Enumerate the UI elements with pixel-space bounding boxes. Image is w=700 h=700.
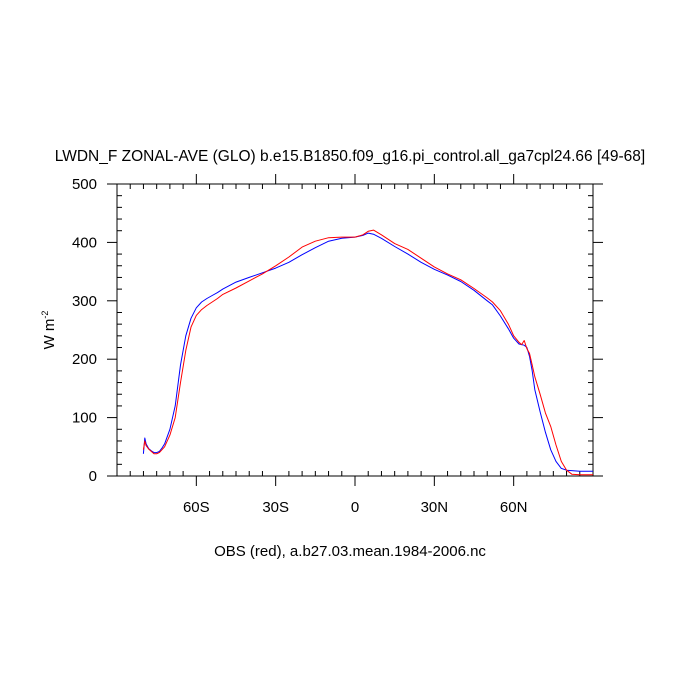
series-line-obs: [142, 229, 593, 476]
series-layer: [142, 229, 593, 476]
chart-title: LWDN_F ZONAL-AVE (GLO) b.e15.B1850.f09_g…: [55, 148, 645, 165]
plot-area: 60S 30S 0 30N 60N 0 100 200 300 400 500: [72, 174, 603, 516]
x-tick-label: 0: [351, 499, 359, 516]
chart-subtitle: OBS (red), a.b27.03.mean.1984-2006.nc: [214, 543, 486, 560]
y-axis-label-unit: W m: [41, 319, 58, 350]
y-axis-label: W m-2: [40, 311, 58, 350]
x-tick-label: 60S: [183, 499, 210, 516]
y-axis-label-exponent: -2: [40, 311, 50, 319]
y-tick-label: 0: [89, 468, 97, 485]
y-tick-label: 500: [72, 176, 97, 193]
y-tick-label: 300: [72, 293, 97, 310]
minor-ticks: [117, 184, 593, 476]
tick-labels: 60S 30S 0 30N 60N 0 100 200 300 400 500: [72, 176, 527, 516]
y-tick-label: 100: [72, 410, 97, 427]
x-tick-label: 30S: [262, 499, 289, 516]
x-tick-label: 30N: [421, 499, 449, 516]
plot-frame: [116, 183, 594, 477]
y-tick-label: 400: [72, 234, 97, 251]
x-tick-label: 60N: [500, 499, 528, 516]
series-line-model: [142, 232, 593, 472]
y-tick-label: 200: [72, 351, 97, 368]
major-ticks: [107, 174, 603, 486]
